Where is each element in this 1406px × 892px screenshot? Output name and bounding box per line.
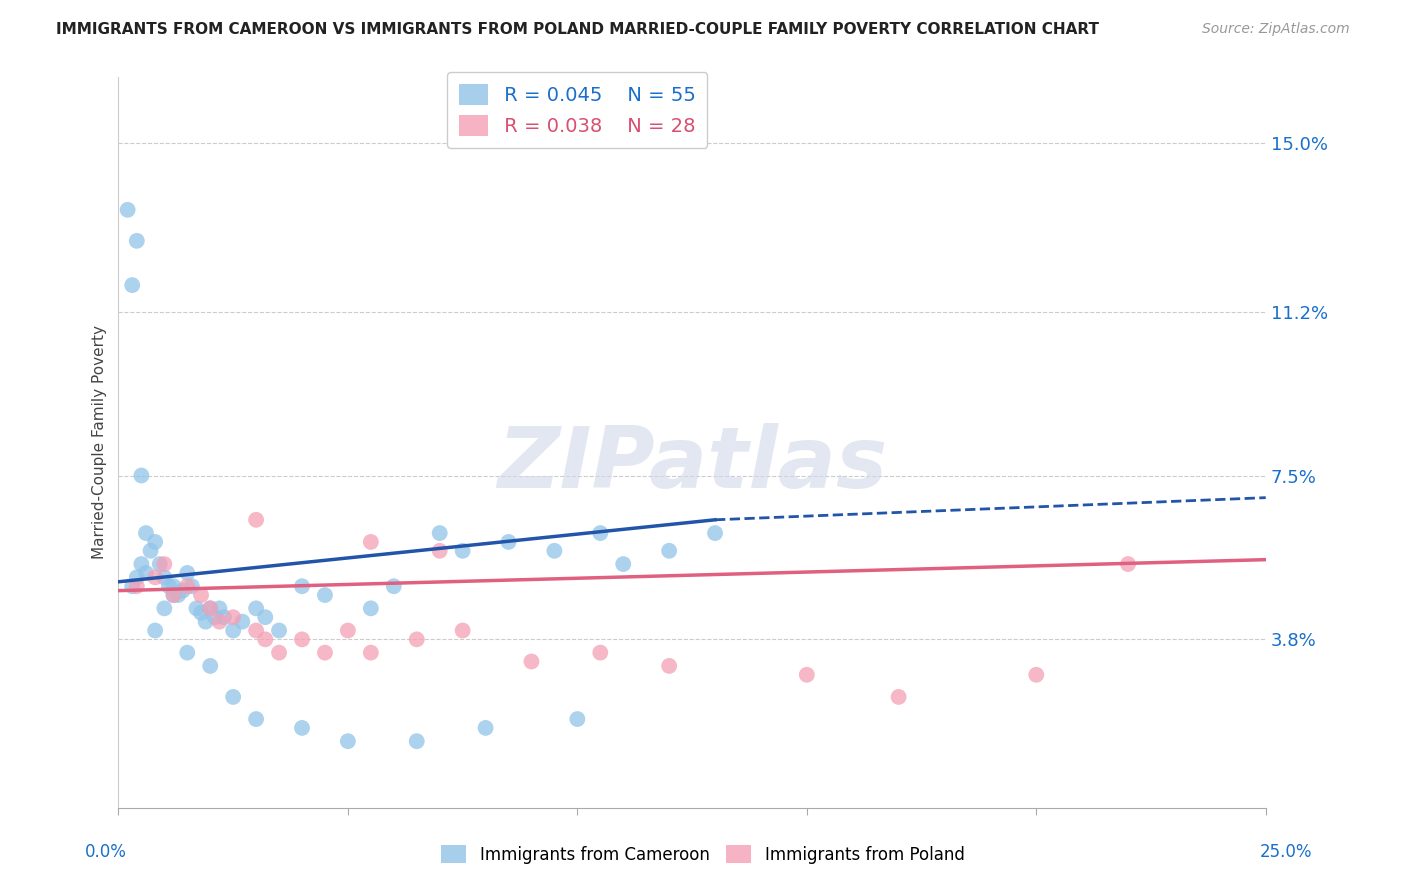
Point: [172, 583, 194, 598]
Point: [314, 588, 336, 602]
Point: [704, 526, 727, 541]
Point: [222, 690, 245, 704]
Point: [245, 601, 267, 615]
Point: [360, 535, 382, 549]
Point: [429, 526, 451, 541]
Point: [336, 624, 359, 638]
Point: [176, 646, 198, 660]
Point: [291, 632, 314, 647]
Legend:  R = 0.045    N = 55,  R = 0.038    N = 28: R = 0.045 N = 55, R = 0.038 N = 28: [447, 72, 707, 147]
Point: [222, 624, 245, 638]
Point: [204, 610, 226, 624]
Point: [254, 632, 277, 647]
Point: [405, 734, 427, 748]
Point: [200, 659, 222, 673]
Point: [139, 543, 162, 558]
Text: IMMIGRANTS FROM CAMEROON VS IMMIGRANTS FROM POLAND MARRIED-COUPLE FAMILY POVERTY: IMMIGRANTS FROM CAMEROON VS IMMIGRANTS F…: [56, 22, 1099, 37]
Point: [429, 543, 451, 558]
Point: [208, 615, 231, 629]
Point: [1025, 667, 1047, 681]
Point: [543, 543, 565, 558]
Point: [180, 579, 202, 593]
Point: [796, 667, 818, 681]
Point: [314, 646, 336, 660]
Point: [153, 570, 176, 584]
Text: Source: ZipAtlas.com: Source: ZipAtlas.com: [1202, 22, 1350, 37]
Text: 25.0%: 25.0%: [1260, 843, 1313, 861]
Point: [245, 513, 267, 527]
Point: [190, 606, 212, 620]
Point: [291, 579, 314, 593]
Point: [451, 624, 474, 638]
Point: [212, 610, 235, 624]
Point: [658, 543, 681, 558]
Point: [121, 278, 143, 293]
Point: [360, 601, 382, 615]
Point: [245, 712, 267, 726]
Point: [498, 535, 520, 549]
Point: [887, 690, 910, 704]
Y-axis label: Married-Couple Family Poverty: Married-Couple Family Poverty: [93, 326, 107, 559]
Point: [176, 566, 198, 580]
Point: [589, 646, 612, 660]
Point: [125, 570, 148, 584]
Point: [162, 588, 184, 602]
Point: [254, 610, 277, 624]
Point: [125, 234, 148, 248]
Point: [186, 601, 208, 615]
Point: [360, 646, 382, 660]
Text: ZIPatlas: ZIPatlas: [496, 423, 887, 506]
Point: [267, 624, 290, 638]
Point: [121, 579, 143, 593]
Point: [143, 535, 166, 549]
Point: [200, 601, 222, 615]
Point: [125, 579, 148, 593]
Point: [167, 588, 190, 602]
Point: [336, 734, 359, 748]
Point: [520, 655, 543, 669]
Point: [162, 579, 184, 593]
Point: [1116, 557, 1139, 571]
Point: [612, 557, 634, 571]
Point: [231, 615, 253, 629]
Point: [143, 570, 166, 584]
Point: [117, 202, 139, 217]
Point: [382, 579, 405, 593]
Point: [208, 601, 231, 615]
Point: [143, 624, 166, 638]
Point: [131, 557, 153, 571]
Point: [176, 579, 198, 593]
Point: [194, 615, 217, 629]
Point: [135, 526, 157, 541]
Point: [149, 557, 172, 571]
Point: [200, 601, 222, 615]
Point: [135, 566, 157, 580]
Point: [267, 646, 290, 660]
Point: [222, 610, 245, 624]
Point: [131, 468, 153, 483]
Point: [658, 659, 681, 673]
Point: [153, 601, 176, 615]
Point: [405, 632, 427, 647]
Text: 0.0%: 0.0%: [84, 843, 127, 861]
Point: [451, 543, 474, 558]
Point: [589, 526, 612, 541]
Point: [157, 579, 180, 593]
Legend: Immigrants from Cameroon, Immigrants from Poland: Immigrants from Cameroon, Immigrants fro…: [434, 838, 972, 871]
Point: [245, 624, 267, 638]
Point: [153, 557, 176, 571]
Point: [474, 721, 496, 735]
Point: [162, 588, 184, 602]
Point: [291, 721, 314, 735]
Point: [567, 712, 589, 726]
Point: [190, 588, 212, 602]
